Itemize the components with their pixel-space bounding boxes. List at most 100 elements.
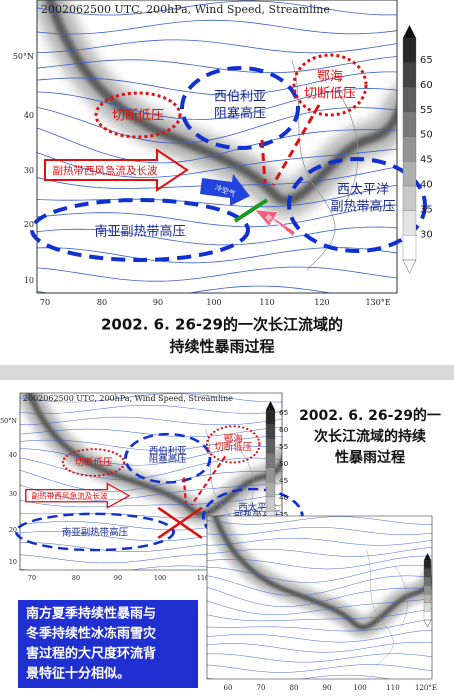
- wpsh-label: 副热带高压: [330, 199, 395, 215]
- streamline: [20, 504, 282, 519]
- blocking-high-label: 西伯利亚: [214, 90, 266, 105]
- lon-label: 70: [28, 574, 36, 582]
- streamline: [20, 457, 282, 480]
- cold-air-arrow: [200, 174, 250, 206]
- lon-label: 100: [206, 298, 221, 307]
- colorbar-cell: [402, 87, 417, 113]
- colorbar-cell: [402, 111, 417, 138]
- map-content: [37, 0, 397, 293]
- lon-label: 110: [197, 574, 209, 582]
- blocking-high-ring: [180, 66, 300, 150]
- streamline: [20, 426, 282, 438]
- trough-line: [260, 139, 267, 184]
- colorbar-label: 30: [420, 229, 433, 240]
- blocking-high-label: 阻塞高压: [214, 106, 266, 122]
- side-text: 性暴雨过程: [335, 449, 405, 466]
- streamline: [207, 674, 392, 679]
- jet-label: 副热带西风急流及长波: [31, 490, 108, 500]
- jet-label: 副热带西风急流及长波: [53, 164, 158, 177]
- map-title: 2002062500 UTC, 200hPa, Wind Speed, Stre…: [23, 394, 233, 403]
- streamline: [20, 493, 282, 508]
- streamline: [37, 285, 333, 293]
- lon-label: 110: [259, 298, 274, 307]
- colorbar-label: 55: [420, 105, 433, 116]
- colorbar-cap: [402, 259, 417, 274]
- lon-label: 90: [153, 298, 163, 307]
- blocking-high-label: 西伯利亚: [149, 445, 187, 457]
- colorbar-cell: [402, 136, 417, 162]
- lon-label: 60: [224, 684, 233, 692]
- streamline: [207, 537, 432, 546]
- note-text: 景特征十分相似。: [26, 666, 130, 682]
- wpsh-label: 西太平洋: [337, 183, 389, 198]
- colorbar-cell: [423, 559, 432, 570]
- colorbar-label: 35: [420, 204, 433, 215]
- streamline: [37, 106, 397, 144]
- separator: [0, 365, 454, 380]
- streamline: [207, 618, 432, 632]
- jet-core: [45, 0, 397, 205]
- okhotsk-low-label: 鄂海: [224, 433, 243, 445]
- colorbar-label: 40: [279, 493, 289, 502]
- streamline: [207, 664, 432, 673]
- colorbar-cell: [402, 235, 417, 261]
- lat-label: 10: [9, 558, 17, 566]
- colorbar-label: 50: [420, 130, 433, 141]
- colorbar-cell: [402, 161, 417, 187]
- colorbar-cell: [423, 611, 432, 621]
- streamline: [37, 71, 397, 96]
- streamline: [37, 56, 397, 74]
- colorbar-cell: [265, 409, 276, 426]
- lat-label: 40: [9, 451, 17, 459]
- streamline: [20, 482, 282, 501]
- colorbar-cell: [265, 424, 276, 440]
- map-frame: [206, 515, 433, 680]
- lat-label: 50°N: [0, 417, 17, 425]
- jet-core: [212, 516, 432, 630]
- south-asia-high-label: 南亚副热带高压: [62, 527, 129, 539]
- jet-arrow: [44, 148, 189, 192]
- caption: 2002. 6. 26-29的一次长江流域的: [101, 316, 343, 334]
- lon-label: 130°E: [365, 298, 390, 307]
- lon-label: 120: [314, 298, 329, 307]
- colorbar-cell: [402, 210, 417, 236]
- streamline: [20, 393, 282, 403]
- trough-line: [190, 455, 227, 506]
- cutoff-low-label: 切断低压: [112, 109, 164, 124]
- streamline: [20, 416, 282, 426]
- blocking-high-label: 阻塞高压: [149, 453, 187, 465]
- okhotsk-low-label: 切断低压: [304, 87, 356, 102]
- streamline: [37, 39, 397, 54]
- south-asia-high-ring: [14, 512, 176, 552]
- trough-line: [182, 477, 188, 504]
- colorbar-label: 35: [279, 510, 288, 519]
- colorbar-cell: [423, 594, 432, 604]
- lat-label: 20: [24, 220, 34, 229]
- lat-label: 30: [9, 490, 17, 498]
- colorbar-cell: [265, 496, 276, 512]
- streamline: [207, 565, 432, 583]
- side-text: 2002. 6. 26-29的一: [299, 407, 441, 424]
- streamline: [207, 575, 432, 596]
- map: [206, 515, 433, 680]
- lon-label: 90: [114, 574, 122, 582]
- lon-label: 90: [323, 684, 332, 692]
- colorbar-label: 60: [420, 80, 433, 91]
- colorbar-cap: [423, 619, 432, 628]
- colorbar-cell: [402, 185, 417, 212]
- lon-label: 80: [72, 574, 80, 582]
- streamline: [37, 226, 397, 246]
- streamline: [37, 127, 397, 164]
- cutoff-low-label: 切断低压: [75, 457, 113, 469]
- streamline: [207, 608, 432, 622]
- map-frame: [19, 392, 283, 571]
- colorbar-cell: [265, 467, 276, 483]
- colorbar-cell: [423, 602, 432, 613]
- side-text: 次长江流域的持续: [314, 428, 426, 445]
- south-asia-high-ring: [30, 198, 250, 262]
- colorbar-cap: [424, 553, 431, 560]
- streamline: [207, 555, 432, 570]
- lat-label: 30: [24, 166, 34, 175]
- colorbar-label: 50: [279, 459, 289, 468]
